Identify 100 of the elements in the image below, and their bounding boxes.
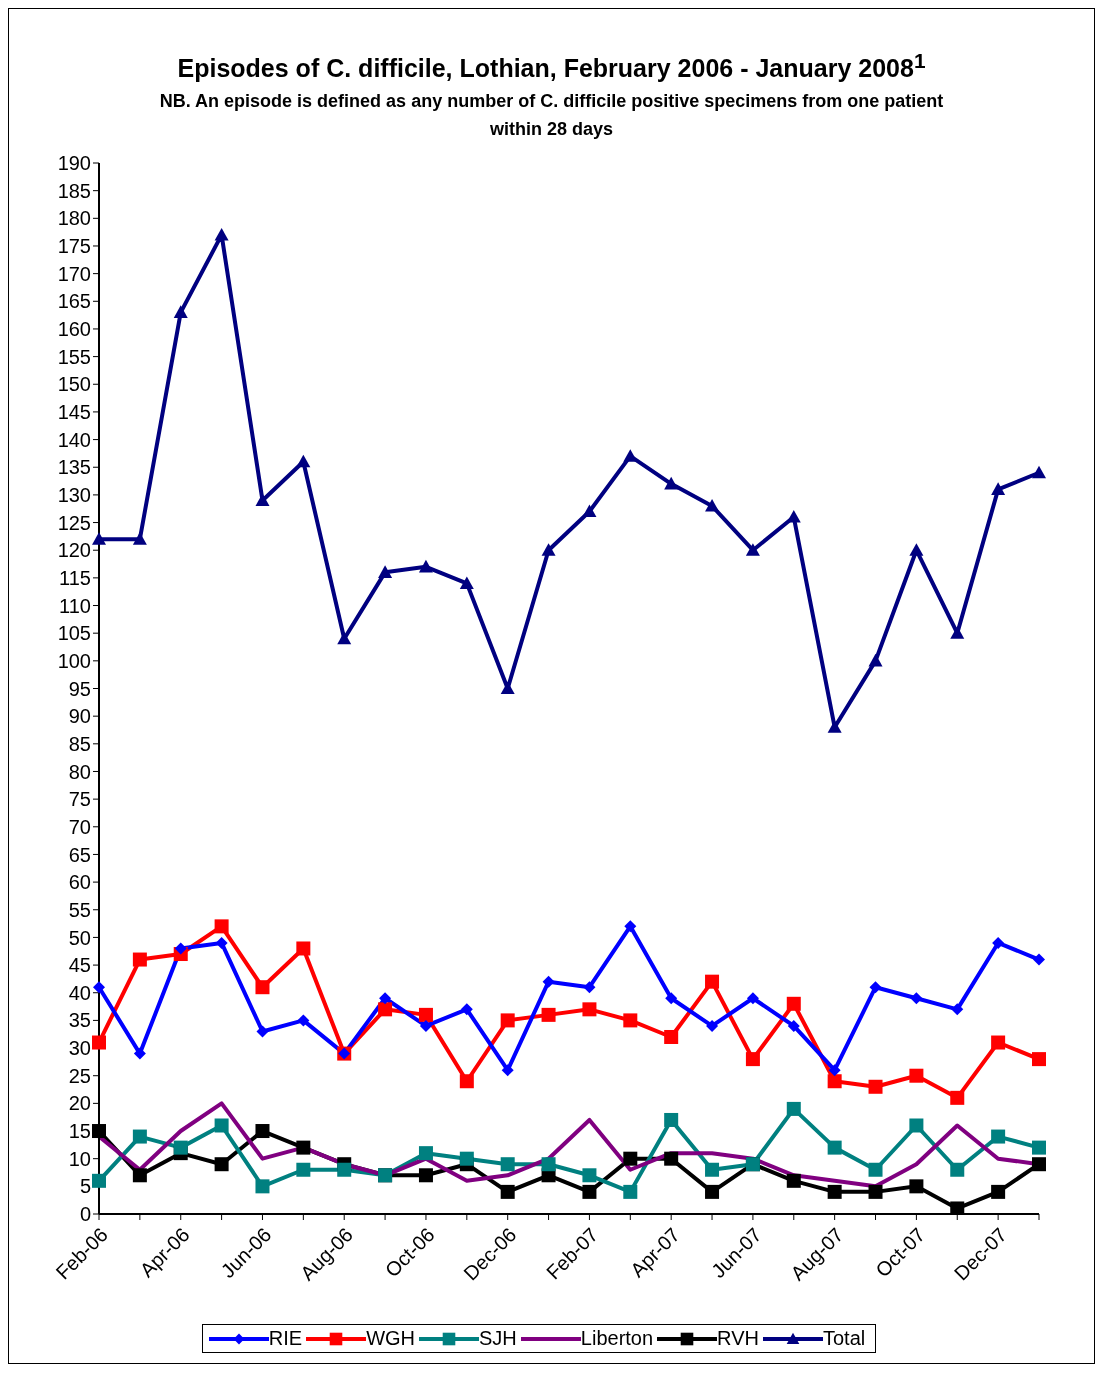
y-tick-label: 90 xyxy=(68,705,91,728)
point xyxy=(869,981,882,994)
y-tick-label: 155 xyxy=(57,346,91,369)
point xyxy=(133,1047,146,1060)
point xyxy=(500,1185,515,1200)
y-tick-label: 125 xyxy=(57,511,91,534)
point xyxy=(582,504,597,518)
y-tick-label: 35 xyxy=(68,1009,91,1032)
point xyxy=(705,1163,720,1178)
y-tick-label: 165 xyxy=(57,290,91,313)
point xyxy=(827,1185,842,1200)
point xyxy=(623,1185,638,1200)
point xyxy=(418,1146,433,1161)
point xyxy=(991,1129,1006,1144)
point xyxy=(786,1102,801,1117)
point xyxy=(459,1152,474,1167)
legend-label: RIE xyxy=(268,1327,303,1351)
point xyxy=(92,1174,106,1189)
point xyxy=(132,1129,147,1144)
point xyxy=(706,1020,719,1033)
y-tick-label: 115 xyxy=(59,567,91,590)
point xyxy=(132,1168,147,1183)
y-tick-label: 0 xyxy=(79,1203,91,1226)
point xyxy=(991,482,1006,496)
point xyxy=(950,1163,965,1178)
point xyxy=(1032,466,1046,479)
y-tick-label: 60 xyxy=(68,871,91,894)
y-tick-label: 45 xyxy=(68,954,91,977)
point xyxy=(786,997,801,1012)
y-tick-label: 25 xyxy=(68,1065,91,1088)
y-tick-label: 150 xyxy=(57,373,91,396)
point xyxy=(868,1163,883,1178)
legend-label: Liberton xyxy=(580,1327,654,1351)
point xyxy=(459,576,474,590)
y-tick-label: 135 xyxy=(57,456,91,479)
y-tick-label: 140 xyxy=(57,429,91,452)
point xyxy=(664,1152,679,1167)
y-tick-label: 85 xyxy=(68,733,91,756)
point xyxy=(828,1064,841,1077)
point xyxy=(419,1020,432,1033)
y-tick-label: 120 xyxy=(57,539,91,562)
y-tick-label: 185 xyxy=(57,180,91,203)
point xyxy=(950,1091,965,1106)
y-tick-label: 15 xyxy=(68,1120,91,1143)
point xyxy=(459,1074,474,1089)
y-tick-label: 5 xyxy=(79,1175,91,1198)
point xyxy=(174,942,187,955)
y-tick-label: 100 xyxy=(57,650,91,673)
point xyxy=(500,681,515,695)
point xyxy=(541,543,556,557)
point xyxy=(173,305,188,319)
point xyxy=(418,1008,433,1023)
point xyxy=(991,1185,1006,1200)
point xyxy=(132,532,147,546)
y-tick-label: 20 xyxy=(68,1092,91,1115)
point xyxy=(786,1174,801,1189)
point xyxy=(500,1157,515,1172)
point xyxy=(542,976,555,988)
point xyxy=(1032,1052,1046,1067)
point xyxy=(255,980,270,995)
point xyxy=(868,1080,883,1095)
y-tick-label: 180 xyxy=(57,207,91,230)
point xyxy=(992,937,1005,950)
point xyxy=(297,1014,310,1027)
point xyxy=(296,941,311,956)
point xyxy=(296,1140,311,1155)
point xyxy=(214,1118,229,1133)
point xyxy=(378,1002,393,1017)
point xyxy=(296,1163,311,1178)
y-tick-label: 170 xyxy=(57,263,91,286)
point xyxy=(337,632,352,645)
y-tick-label: 190 xyxy=(57,152,91,175)
point xyxy=(909,543,924,557)
point xyxy=(951,1003,964,1016)
point xyxy=(1032,1157,1046,1172)
legend-label: WGH xyxy=(366,1327,416,1351)
legend-label: SJH xyxy=(479,1327,517,1351)
point xyxy=(337,1163,352,1178)
point xyxy=(173,1140,188,1155)
point xyxy=(418,560,433,573)
point xyxy=(623,449,638,463)
point xyxy=(582,1168,597,1183)
point xyxy=(255,493,270,507)
point xyxy=(665,992,678,1005)
point xyxy=(214,228,229,241)
chart-subtitle: NB. An episode is defined as any number of C. difficile positive specimens from one patient within 28 days xyxy=(158,90,945,142)
point xyxy=(950,626,965,640)
point xyxy=(541,1008,556,1023)
y-tick-label: 160 xyxy=(57,318,91,341)
y-tick-label: 105 xyxy=(57,622,91,645)
y-tick-label: 50 xyxy=(68,926,91,949)
point xyxy=(132,952,147,967)
point xyxy=(1033,953,1045,966)
point xyxy=(827,1140,842,1155)
legend-label: Total xyxy=(822,1327,866,1351)
point xyxy=(746,992,759,1005)
point xyxy=(705,1185,720,1200)
y-tick-label: 95 xyxy=(68,677,91,700)
point xyxy=(910,992,923,1005)
point xyxy=(705,499,720,512)
